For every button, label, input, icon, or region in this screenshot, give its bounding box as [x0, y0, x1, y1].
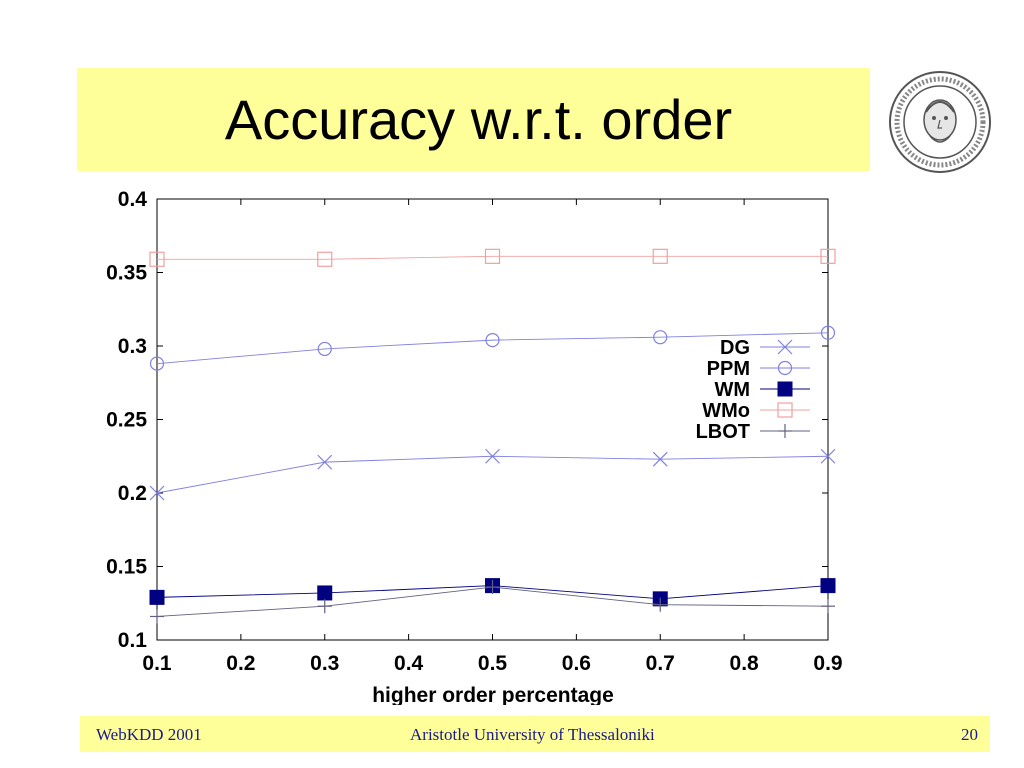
data-point-dg [485, 448, 500, 464]
legend-item-wmo: WMo [702, 400, 810, 422]
accuracy-chart: 0.1 0.2 0.3 0.4 0.5 0.6 0.7 0.8 0.9 0.1 0.15 0.2 0.2… [106, 188, 842, 705]
y-tick-label: 0.2 [118, 482, 147, 505]
data-point-wmo [484, 248, 501, 264]
legend-label: PPM [707, 358, 750, 380]
data-point-dg [820, 448, 836, 464]
data-point-dg [317, 454, 333, 470]
legend-label: LBOT [696, 421, 750, 443]
series-ppm [149, 325, 836, 371]
page-number: 20 [961, 725, 978, 744]
x-tick-label: 0.5 [478, 652, 508, 675]
series-line-wmo [157, 255, 828, 260]
legend-label: WM [714, 379, 750, 401]
series-dg [149, 448, 836, 501]
y-tick-label: 0.4 [118, 188, 148, 211]
series-line-ppm [156, 332, 829, 365]
legend-marker [777, 339, 793, 355]
x-axis-label: higher order percentage [372, 684, 614, 705]
y-tick-label: 0.25 [106, 409, 147, 432]
data-point-lbot [485, 580, 500, 595]
legend-marker [777, 360, 793, 376]
x-tick-label: 0.6 [562, 652, 591, 675]
x-tick-label: 0.8 [730, 652, 760, 675]
y-tick-label: 0.3 [118, 335, 147, 358]
data-point-lbot [653, 597, 668, 612]
y-tick-label: 0.35 [106, 262, 147, 285]
data-point-ppm [149, 356, 165, 371]
x-tick-label: 0.4 [394, 652, 424, 675]
footer-university: Aristotle University of Thessaloniki [410, 725, 655, 744]
university-seal-icon [889, 71, 991, 173]
data-point-lbot [821, 599, 835, 614]
data-point-lbot [317, 599, 332, 614]
footer-band: WebKDD 2001 Aristotle University of Thes… [80, 716, 990, 752]
data-point-wm [317, 585, 333, 601]
x-tick-label: 0.2 [226, 652, 255, 675]
y-tick-label: 0.1 [118, 629, 148, 652]
legend-marker [778, 424, 792, 438]
data-point-dg [652, 451, 668, 467]
x-tick-label: 0.7 [646, 652, 675, 675]
data-point-wm [149, 589, 165, 605]
data-point-wmo [652, 248, 668, 264]
data-point-ppm [653, 330, 668, 345]
legend-label: WMo [702, 400, 750, 422]
legend-marker [777, 402, 793, 418]
chart-series [149, 248, 836, 624]
data-point-wmo [820, 248, 836, 264]
legend-marker [777, 381, 793, 397]
data-point-lbot [150, 609, 164, 624]
chart-axes: 0.1 0.2 0.3 0.4 0.5 0.6 0.7 0.8 0.9 0.1 0.15 0.2 0.2… [106, 188, 842, 675]
series-wmo [149, 248, 836, 267]
legend-item-dg: DG [720, 337, 810, 359]
x-tick-label: 0.1 [142, 652, 172, 675]
data-point-ppm [820, 325, 836, 340]
legend-item-lbot: LBOT [696, 421, 810, 443]
data-point-ppm [317, 341, 332, 357]
legend-item-ppm: PPM [707, 358, 810, 380]
data-point-dg [149, 485, 165, 501]
legend-item-wm: WM [714, 379, 810, 401]
title-band: Accuracy w.r.t. order [77, 68, 870, 171]
legend-label: DG [720, 337, 750, 359]
slide-title: Accuracy w.r.t. order [224, 88, 733, 151]
data-point-wm [820, 578, 836, 594]
x-tick-label: 0.3 [310, 652, 339, 675]
y-tick-label: 0.15 [106, 556, 147, 579]
data-point-ppm [485, 333, 500, 348]
series-lbot [150, 580, 835, 624]
data-point-wmo [317, 251, 333, 267]
series-line-dg [156, 455, 829, 494]
x-tick-label: 0.9 [813, 652, 842, 675]
footer-conference: WebKDD 2001 [96, 725, 202, 744]
data-point-wmo [149, 251, 165, 267]
